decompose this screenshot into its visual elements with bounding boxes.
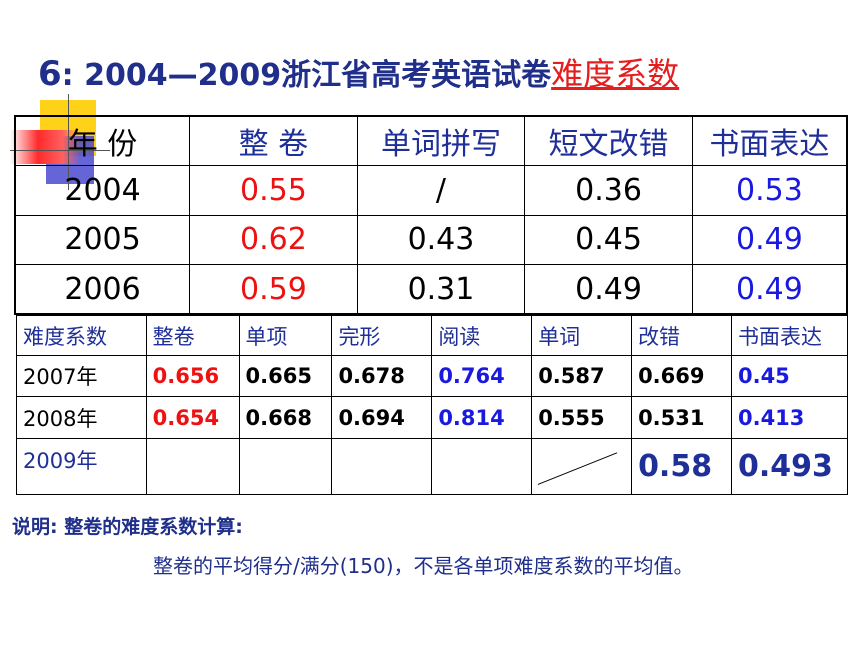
header-difficulty: 难度系数 [16,314,147,357]
cell-writing: 0.45 [730,355,849,398]
cell-spelling: 0.43 [356,214,526,265]
cell-whole [145,437,240,496]
cell-whole: 0.55 [189,165,358,216]
cell-single-choice: 0.668 [238,396,333,439]
cell-year: 2008年 [16,396,147,439]
header-year: 年 份 [14,115,191,166]
cell-writing: 0.53 [691,165,848,216]
cell-correction: 0.531 [631,396,732,439]
header-cloze: 完形 [331,314,433,357]
cell-correction: 0.58 [631,437,732,496]
cell-correction: 0.669 [631,355,732,398]
title-text: 浙江省高考英语试卷 [281,58,552,93]
cell-writing: 0.49 [691,264,848,315]
difficulty-table-2007-2009: 难度系数 整卷 单项 完形 阅读 单词 改错 书面表达 2007年 0.656 … [16,314,849,496]
table-row: 2005 0.62 0.43 0.45 0.49 [14,214,848,265]
table-header-row: 难度系数 整卷 单项 完形 阅读 单词 改错 书面表达 [16,314,849,357]
cell-writing: 0.413 [730,396,849,439]
cell-spelling: 0.31 [356,264,526,315]
table-row: 2009年 0.58 0.493 [16,437,849,496]
cell-year: 2009年 [16,437,147,496]
slash-icon [537,452,618,485]
table-row: 2007年 0.656 0.665 0.678 0.764 0.587 0.66… [16,355,849,398]
cell-spelling: / [356,165,526,216]
cell-writing: 0.493 [730,437,849,496]
header-correction: 改错 [631,314,732,357]
cell-single-choice [238,437,333,496]
cell-word: 0.587 [531,355,633,398]
cell-whole: 0.656 [145,355,240,398]
header-reading: 阅读 [431,314,533,357]
cell-correction: 0.36 [524,165,693,216]
cell-whole: 0.59 [189,264,358,315]
cell-year: 2005 [14,214,191,265]
cell-reading: 0.764 [431,355,533,398]
table-row: 2006 0.59 0.31 0.49 0.49 [14,264,848,315]
header-correction: 短文改错 [524,115,693,166]
cell-whole: 0.62 [189,214,358,265]
cell-cloze: 0.694 [331,396,433,439]
header-word: 单词 [531,314,633,357]
cell-reading [431,437,533,496]
table-header-row: 年 份 整 卷 单词拼写 短文改错 书面表达 [14,115,848,166]
cell-correction: 0.49 [524,264,693,315]
cell-reading: 0.814 [431,396,533,439]
cell-single-choice: 0.665 [238,355,333,398]
header-writing: 书面表达 [691,115,848,166]
cell-cloze [331,437,433,496]
header-whole: 整卷 [145,314,240,357]
cell-year: 2004 [14,165,191,216]
table-row: 2008年 0.654 0.668 0.694 0.814 0.555 0.53… [16,396,849,439]
cell-whole: 0.654 [145,396,240,439]
cell-correction: 0.45 [524,214,693,265]
slide-title: 6: 2004—2009浙江省高考英语试卷难度系数 [38,52,679,98]
note-text: 整卷的平均得分/满分(150)，不是各单项难度系数的平均值。 [153,554,694,578]
difficulty-table-2004-2006: 年 份 整 卷 单词拼写 短文改错 书面表达 2004 0.55 / 0.36 … [14,115,848,315]
cell-cloze: 0.678 [331,355,433,398]
cell-year: 2007年 [16,355,147,398]
header-whole: 整 卷 [189,115,358,166]
header-spelling: 单词拼写 [356,115,526,166]
title-number: 6 [38,54,62,94]
table-row: 2004 0.55 / 0.36 0.53 [14,165,848,216]
title-highlight: 难度系数 [551,55,680,93]
cell-year: 2006 [14,264,191,315]
cell-writing: 0.49 [691,214,848,265]
cell-word: 0.555 [531,396,633,439]
title-years: 2004—2009 [84,58,282,93]
header-writing: 书面表达 [730,314,849,357]
header-single-choice: 单项 [238,314,333,357]
cell-word-slash [531,437,633,496]
title-sep: : [61,58,85,93]
note-label: 说明: 整卷的难度系数计算: [12,516,243,538]
